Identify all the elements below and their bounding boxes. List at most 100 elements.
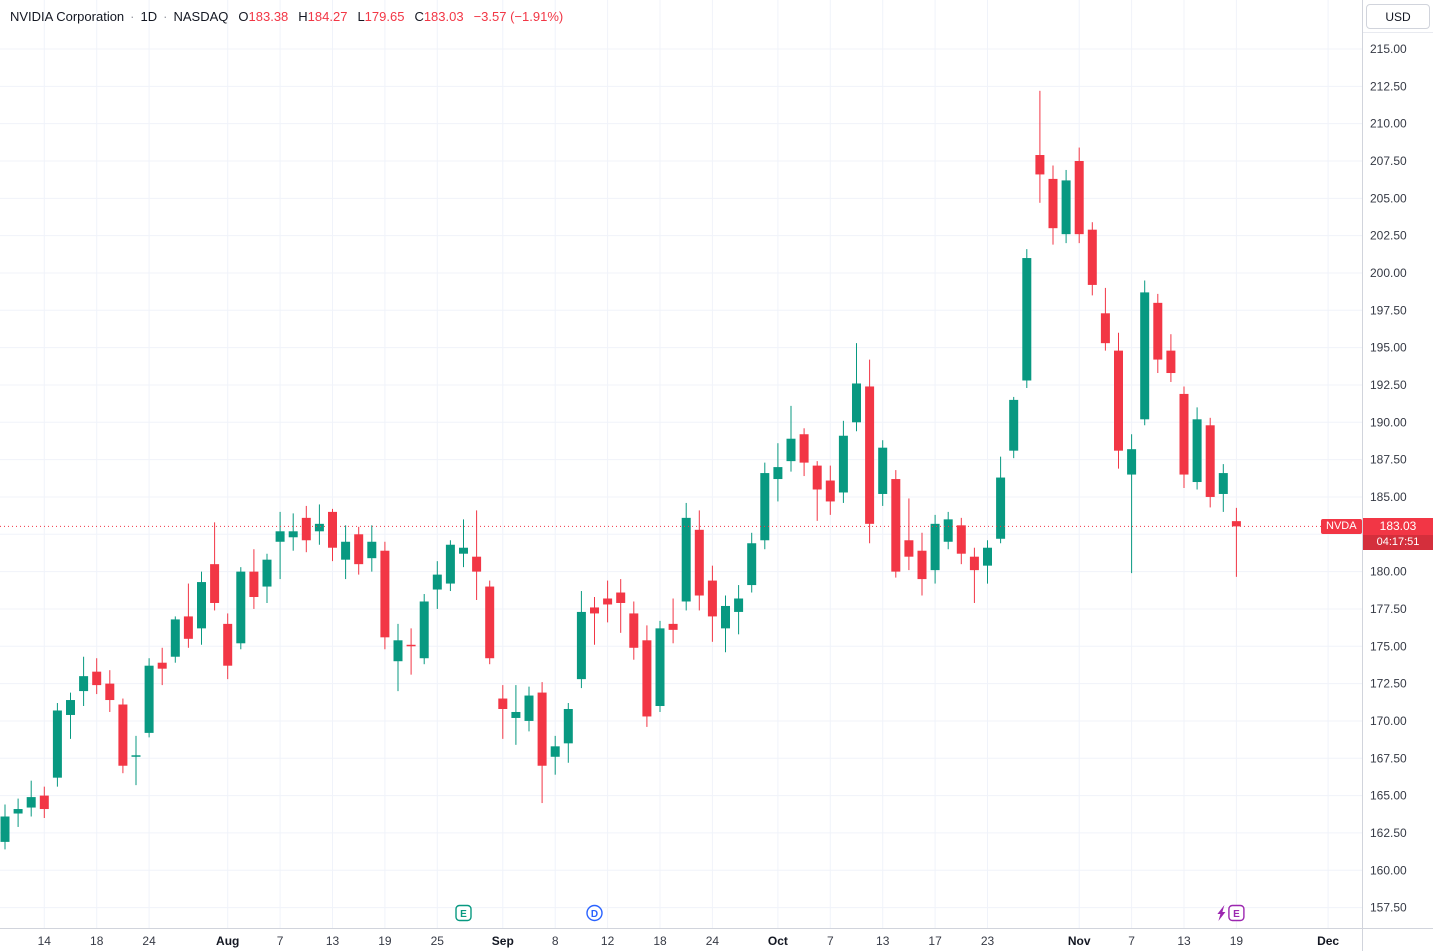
price-axis-label: 197.50 [1370, 303, 1407, 317]
price-axis-label: 157.50 [1370, 901, 1407, 915]
interval-label[interactable]: 1D [140, 9, 158, 24]
candle-body [419, 601, 429, 659]
price-axis-label: 172.50 [1370, 677, 1407, 691]
lightning-icon[interactable] [1217, 905, 1226, 921]
candle-body [930, 523, 940, 571]
candle-body [170, 619, 180, 657]
dividend-marker-icon[interactable] [586, 904, 603, 922]
candle-body [406, 644, 416, 647]
time-axis-label: 25 [431, 934, 445, 948]
candle-body [996, 477, 1006, 539]
candle-body [642, 640, 652, 717]
candle-body [865, 386, 875, 524]
candle-body [223, 623, 233, 666]
price-axis-label: 207.50 [1370, 154, 1407, 168]
candle-body [563, 708, 573, 744]
candle-body [393, 640, 403, 662]
candle-body [52, 710, 62, 778]
candle-body [1035, 155, 1045, 175]
time-axis-label: 23 [981, 934, 995, 948]
candle-body [472, 556, 482, 572]
candle-body [721, 605, 730, 629]
time-axis-label: 13 [1177, 934, 1191, 948]
candle-body [983, 547, 992, 566]
candle-body [825, 480, 835, 502]
candle-body [367, 541, 377, 559]
candle-body [157, 662, 167, 669]
candle-body [485, 586, 495, 659]
candle-body [943, 519, 953, 542]
exchange-label: NASDAQ [173, 9, 229, 24]
time-axis-label: Dec [1317, 934, 1339, 948]
candle-body [459, 547, 468, 554]
candle-body [734, 598, 744, 612]
price-axis-label: 170.00 [1370, 714, 1407, 728]
earnings-past-marker-icon[interactable] [455, 904, 472, 922]
candle-body [341, 541, 351, 560]
time-axis-label: 24 [142, 934, 156, 948]
candle-body [236, 571, 246, 644]
candle-body [956, 525, 966, 554]
candle-body [1205, 425, 1215, 497]
candle-body [760, 473, 770, 541]
candle-body [1022, 258, 1032, 381]
price-axis-label: 205.00 [1370, 191, 1407, 205]
time-axis-label: 12 [601, 934, 615, 948]
time-axis-label: 8 [552, 934, 559, 948]
price-axis-label: 187.50 [1370, 453, 1407, 467]
time-axis[interactable]: 14 18 24 Aug 7 13 19 25 Sep 8 12 18 24 Oct 7 13 17 23 Nov 7… [38, 934, 1340, 948]
candle-body [13, 809, 23, 814]
candle-body [131, 755, 141, 757]
candle-body [838, 435, 848, 493]
candle-body [92, 671, 102, 686]
candle-body [616, 592, 626, 603]
candle-body [917, 550, 927, 580]
earnings-upcoming-marker-icon[interactable] [1228, 904, 1245, 922]
time-axis-label: 13 [326, 934, 340, 948]
candle-body [1100, 313, 1110, 344]
candle-body [210, 564, 220, 603]
time-axis-label: 19 [378, 934, 392, 948]
candle-body [747, 543, 757, 586]
candle-body [1061, 180, 1071, 235]
symbol-title[interactable]: NVIDIA Corporation [10, 9, 125, 24]
ohlc-open: O183.38 [238, 9, 289, 24]
candle-body [432, 574, 442, 590]
ohlc-low: L179.65 [357, 9, 405, 24]
candle-body [498, 698, 508, 709]
price-axis-label: 162.50 [1370, 826, 1407, 840]
current-price-value: 183.03 [1379, 519, 1417, 533]
candle-body [707, 580, 717, 617]
time-axis-label: 13 [876, 934, 890, 948]
ohlc-close: C183.03 [414, 9, 464, 24]
price-axis-label: 210.00 [1370, 117, 1407, 131]
candle-body [262, 559, 272, 587]
symbol-price-tag: NVDA [1321, 519, 1362, 534]
candle-body [118, 704, 128, 766]
candle-body [694, 529, 704, 596]
price-axis-label: 177.50 [1370, 602, 1407, 616]
candle-body [1114, 350, 1123, 451]
time-axis-label: Oct [768, 934, 788, 948]
dividend-marker-glyph: D [591, 909, 598, 920]
time-axis-label: 24 [706, 934, 720, 948]
candle-body [288, 531, 298, 538]
time-axis-label: Aug [216, 934, 239, 948]
currency-button[interactable]: USD [1366, 4, 1430, 29]
candle-body [445, 544, 455, 584]
time-axis-label: 19 [1230, 934, 1244, 948]
change-label: −3.57 (−1.91%) [473, 9, 564, 24]
price-axis-label: 190.00 [1370, 415, 1407, 429]
candle-body [812, 465, 822, 490]
price-axis[interactable]: 215.00 212.50 210.00 207.50 205.00 202.50 200.… [1370, 42, 1407, 915]
candle-body [773, 467, 783, 480]
candle-body [524, 695, 534, 721]
candle-body [79, 676, 89, 692]
candle-body [1192, 419, 1202, 483]
candle-body [550, 746, 560, 757]
bar-close-countdown: 04:17:51 [1363, 535, 1433, 550]
candle-body [380, 550, 390, 638]
time-axis-label: 7 [1128, 934, 1135, 948]
time-axis-label: 14 [38, 934, 52, 948]
